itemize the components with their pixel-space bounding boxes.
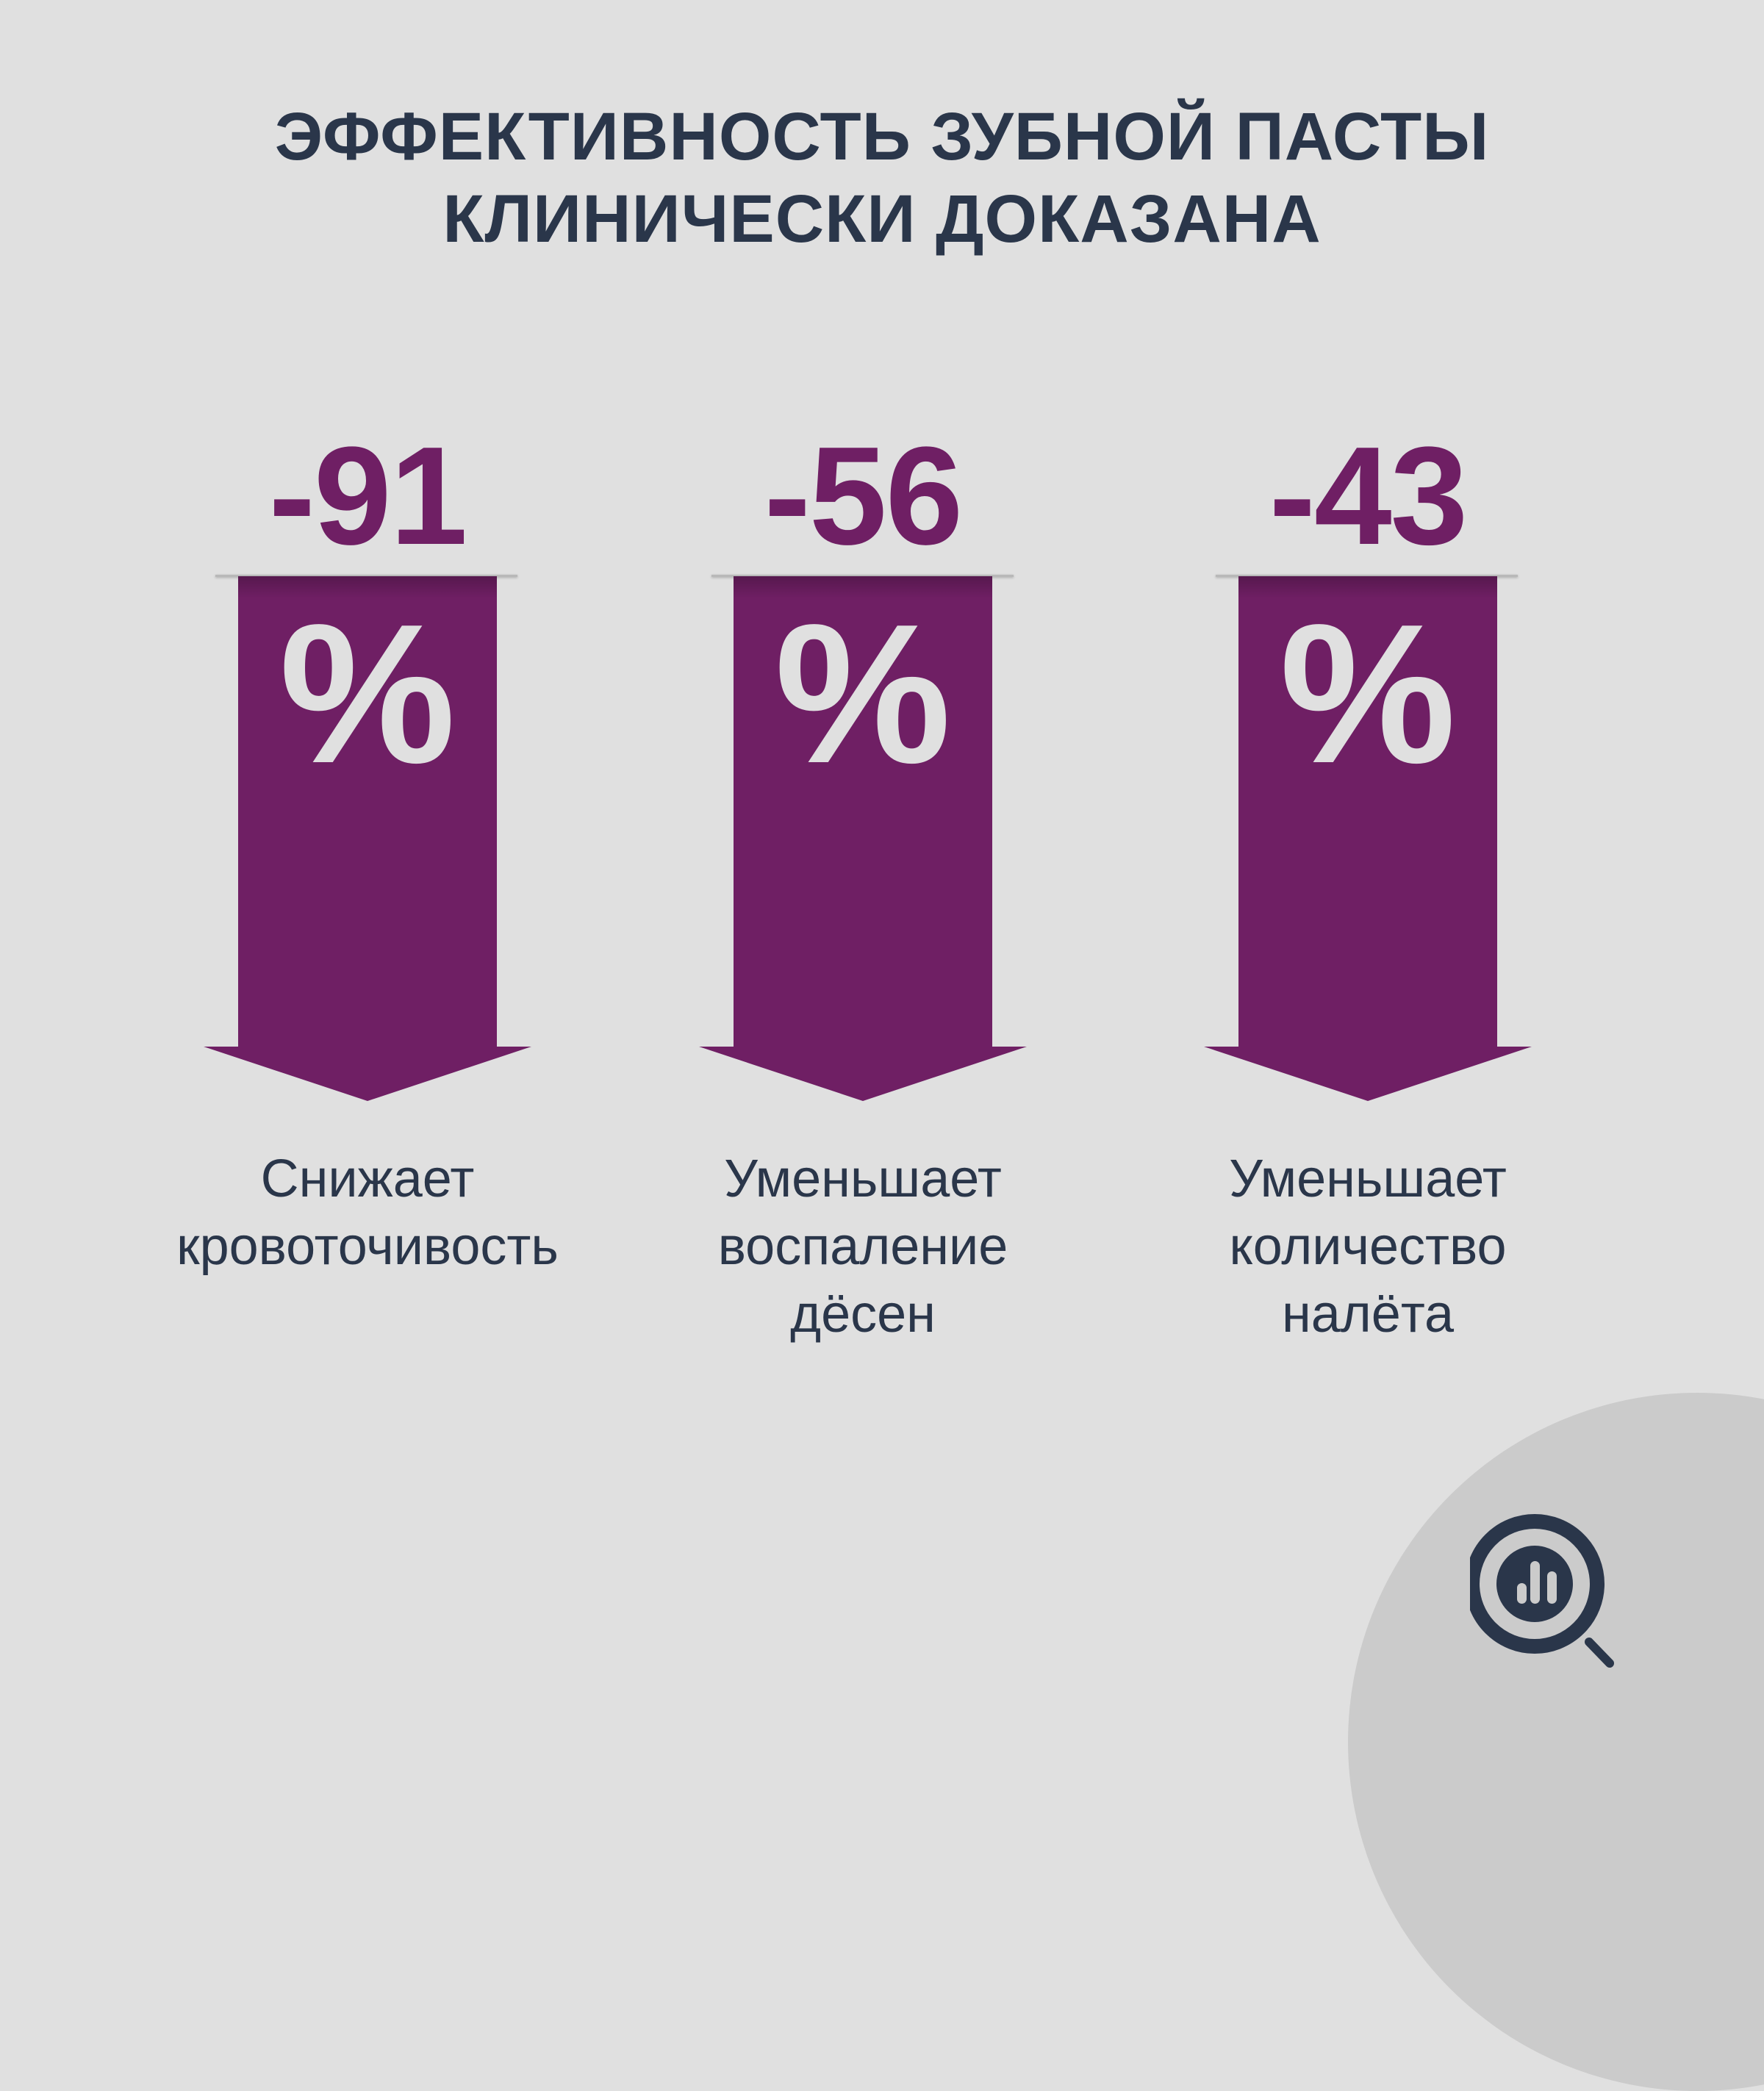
stat-card-bleeding: -91 % Снижает кровоточивость (147, 0, 588, 1764)
percent-sign: % (279, 584, 456, 805)
slot-line (215, 575, 517, 577)
stat-card-inflammation: -56 % Уменьшает воспаление дёсен (642, 0, 1083, 1764)
slot-line (1216, 575, 1518, 577)
stat-label: Уменьшает количество налёта (1229, 1149, 1507, 1344)
page-title: ЭФФЕКТИВНОСТЬ ЗУБНОЙ ПАСТЫ КЛИНИЧЕСКИ ДО… (0, 96, 1764, 260)
percent-sign: % (774, 584, 952, 805)
stat-value: -91 (268, 418, 468, 574)
title-line-1: ЭФФЕКТИВНОСТЬ ЗУБНОЙ ПАСТЫ (274, 99, 1490, 174)
stat-value: -56 (764, 418, 964, 574)
stat-card-plaque: -43 % Уменьшает количество налёта (1147, 0, 1588, 1764)
down-arrow-icon (699, 576, 1027, 1102)
stat-label: Уменьшает воспаление дёсен (717, 1149, 1008, 1344)
stat-label: Снижает кровоточивость (176, 1149, 559, 1276)
magnifier-bar-chart-icon (1465, 1514, 1661, 1694)
percent-sign: % (1279, 584, 1457, 805)
stat-value: -43 (1269, 418, 1469, 574)
slot-line (711, 575, 1014, 577)
down-arrow-icon (204, 576, 531, 1102)
down-arrow-icon (1204, 576, 1532, 1102)
title-line-2: КЛИНИЧЕСКИ ДОКАЗАНА (442, 182, 1322, 257)
